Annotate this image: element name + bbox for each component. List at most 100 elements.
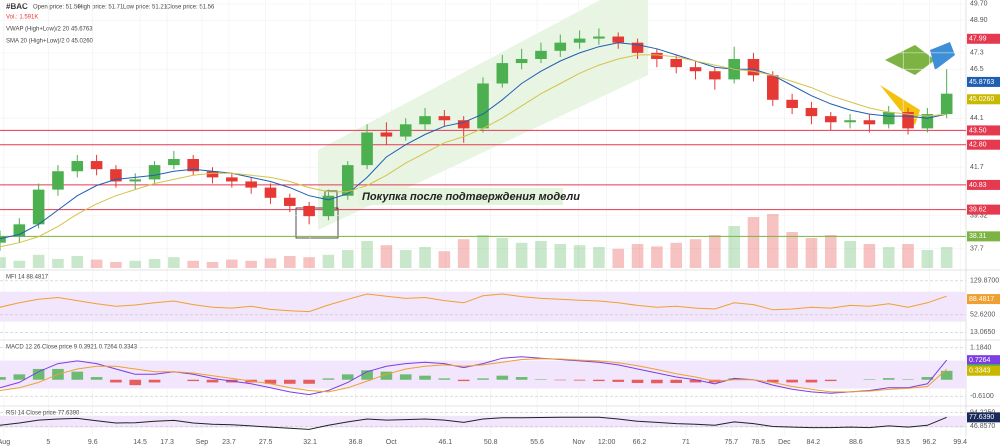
y-tick-label: 39.32 [970,213,988,220]
candle-body [187,159,199,172]
volume-bar [341,250,354,268]
price-badge [967,204,1000,215]
price-badge-label: 77.6390 [969,414,994,421]
price-badge-label: 40.83 [969,182,987,189]
candle-body [535,50,547,59]
histogram-bar [284,379,296,384]
volume-bar [496,238,509,268]
histogram-bar [129,379,142,386]
histogram-bar [767,379,779,383]
y-tick-label: 13.0650 [970,329,995,336]
candle-body [226,177,238,182]
x-tick-label: 84.2 [807,439,821,446]
volume-bar [882,247,895,268]
price-badge-label: 0.7264 [969,357,991,364]
candle-body [670,58,682,68]
volume-bar [863,244,876,268]
vwap-label: VWAP (High+Low)/2 20 45.6763 [6,27,93,33]
histogram-bar [573,379,586,381]
volume-bar [168,257,180,268]
price-badge [967,33,1000,44]
open-price: Open price: 51.50 [33,5,81,11]
candle-body [380,132,393,137]
candle-body [902,112,914,129]
price-badge [967,94,1000,105]
volume-bar [709,235,721,268]
candle-body [419,116,431,125]
candle-body [573,38,586,43]
candle-body [689,67,702,72]
y-tick-label: 1.1840 [970,345,992,352]
indicator-line [0,416,947,430]
histogram-bar [535,379,547,380]
volume-bar [110,262,122,268]
x-tick-label: 27.5 [259,439,273,446]
volume-bar [670,242,682,268]
histogram-bar [805,379,818,383]
price-badge [967,412,1000,423]
x-tick-label: 32.1 [303,439,317,446]
x-tick-label: 12:00 [598,439,616,446]
candle-body [245,181,257,188]
candle-body [844,120,856,123]
volume-bar [226,259,238,268]
candle-body [71,161,84,172]
histogram-bar [438,378,451,380]
volume-bar [52,259,64,268]
annotation-box [358,188,563,205]
candle-body [651,52,663,59]
candle-body [168,159,180,166]
volume-bar [767,214,779,268]
candle-body [341,165,354,196]
sma-label: SMA 20 (High+Low)/2 0 45.0260 [6,39,94,45]
histogram-bar [554,379,567,381]
candle-body [921,114,934,129]
volume-bar [71,256,84,268]
volume-bar [264,258,277,268]
histogram-bar [824,379,837,382]
x-tick-label: 78.5 [751,439,765,446]
candle-body [399,124,412,137]
histogram-bar [264,379,277,384]
price-badge-label: 38.31 [969,233,987,240]
histogram-bar [477,378,489,380]
y-tick-label: 52.6200 [970,312,995,319]
pattern-box [295,207,339,239]
histogram-bar [341,374,354,380]
volume-bar [902,244,914,268]
histogram-bar [651,379,663,384]
x-tick-label: 23.7 [222,439,236,446]
panel-title: MFI 14 88.4817 [6,275,49,281]
volume-bar [399,250,412,268]
logo-shape [885,45,935,75]
high-price: High price: 51.71 [78,5,124,11]
volume-bar [148,259,161,268]
x-tick-label: 99.4 [953,439,967,446]
volume-bar [457,239,470,268]
x-tick-label: 96.2 [922,439,936,446]
volume-bar [245,260,257,268]
volume-bar [844,241,856,268]
histogram-bar [148,379,161,383]
candle-body [554,42,567,51]
low-price: Low price: 51.21 [123,5,168,11]
histogram-bar [380,371,393,380]
volume-bar [786,232,798,268]
histogram-bar [728,378,740,380]
candle-body [786,99,798,108]
candle-body [129,179,142,182]
volume-bar [438,251,451,268]
annotation-text: Покупка после подтверждения модели [362,191,580,203]
x-tick-label: 66.2 [633,439,647,446]
candle-body [824,116,837,123]
x-tick-label: 75.7 [724,439,738,446]
volume-bar [747,217,760,268]
y-tick-label: 47.3 [970,50,984,57]
candle-body [206,171,219,178]
y-tick-label: 129.8700 [970,278,999,285]
volume-bar [477,235,489,268]
volume-bar [0,257,6,268]
volume-bar [689,239,702,268]
price-badge [967,125,1000,136]
histogram-bar [689,379,702,383]
